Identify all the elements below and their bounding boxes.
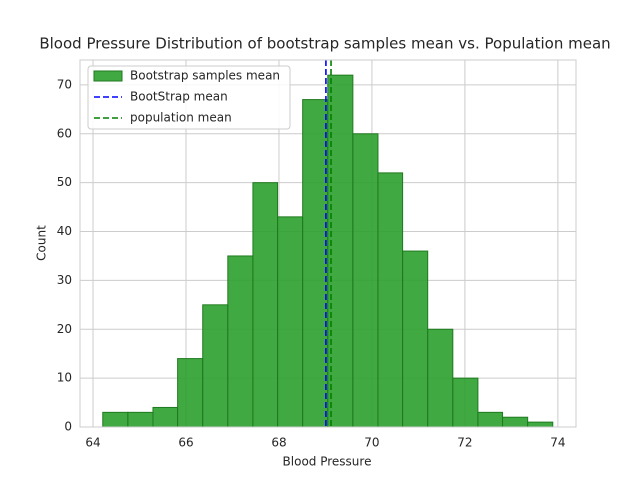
legend-patch xyxy=(93,70,123,82)
histogram-bar xyxy=(352,133,379,428)
histogram-bar xyxy=(102,411,129,428)
histogram-bar xyxy=(452,377,479,428)
histogram-bar xyxy=(302,99,329,428)
legend: Bootstrap samples mean BootStrap mean popu… xyxy=(87,65,291,130)
histogram-bar xyxy=(252,182,279,428)
histogram-bar xyxy=(227,255,254,428)
histogram-bar xyxy=(527,421,554,428)
histogram-bar xyxy=(202,304,229,428)
legend-label: Bootstrap samples mean xyxy=(130,69,280,83)
y-tick-label: 20 xyxy=(57,322,72,336)
histogram-bar xyxy=(377,172,404,428)
histogram-bar xyxy=(277,216,304,428)
histogram-bar xyxy=(427,328,454,428)
x-tick-label: 72 xyxy=(457,436,472,450)
x-axis-label: Blood Pressure xyxy=(283,455,372,469)
histogram-bar xyxy=(152,406,179,428)
histogram-bar xyxy=(127,411,154,428)
plot-frame xyxy=(79,59,577,428)
histogram-bar xyxy=(502,416,529,428)
y-tick-label: 10 xyxy=(57,371,72,385)
y-tick-label: 30 xyxy=(57,273,72,287)
x-tick-label: 68 xyxy=(271,436,286,450)
y-tick-label: 0 xyxy=(64,420,72,434)
histogram-bar xyxy=(402,250,429,428)
y-tick-label: 60 xyxy=(57,126,72,140)
y-axis-label: Count xyxy=(35,225,49,261)
legend-label: BootStrap mean xyxy=(130,90,228,104)
x-tick-label: 70 xyxy=(364,436,379,450)
x-tick-label: 66 xyxy=(178,436,193,450)
legend-label: population mean xyxy=(130,111,232,125)
y-tick-label: 50 xyxy=(57,175,72,189)
x-tick-label: 64 xyxy=(85,436,100,450)
y-tick-label: 70 xyxy=(57,77,72,91)
histogram-bar xyxy=(477,411,504,428)
y-tick-label: 40 xyxy=(57,224,72,238)
legend-box xyxy=(87,65,291,130)
histogram-bar xyxy=(177,358,204,428)
x-tick-label: 74 xyxy=(550,436,565,450)
chart-title: Blood Pressure Distribution of bootstrap… xyxy=(39,35,610,53)
